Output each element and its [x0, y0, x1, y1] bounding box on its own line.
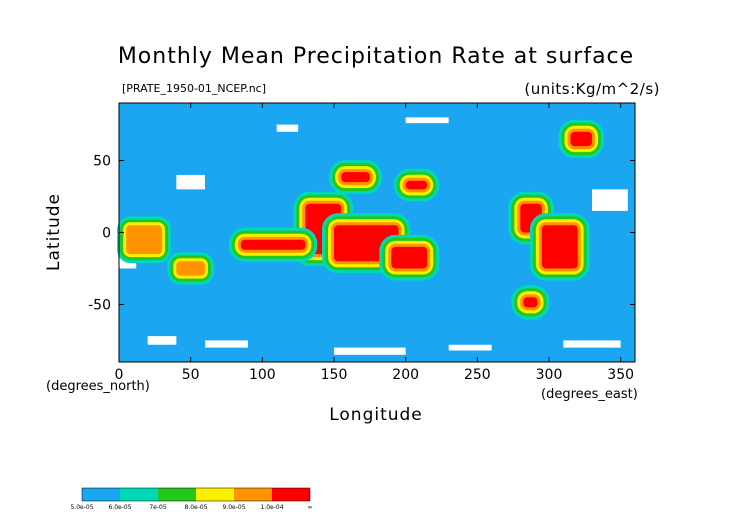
precip-region-level-5 [405, 180, 428, 190]
legend-level-label: 9.0e-05 [222, 504, 246, 511]
legend-swatch [234, 488, 272, 501]
legend-swatch [196, 488, 234, 501]
x-tick-label: 300 [536, 367, 563, 383]
legend-level-label: 7e-05 [149, 504, 167, 511]
chart-subtitle: [PRATE_1950-01_NCEP.nc] [122, 82, 267, 95]
legend-level-label: ∞ [307, 504, 313, 511]
x-tick-label: 100 [249, 367, 276, 383]
legend-swatch [120, 488, 158, 501]
legend-swatch [158, 488, 196, 501]
missing-data-patch [405, 117, 449, 124]
legend-level-label: 6.0e-05 [108, 504, 132, 511]
x-tick-label: 150 [321, 367, 348, 383]
y-tick-label: -50 [88, 297, 111, 313]
axis-layer: 0 50 100 150 200 250 300 350 50 0 -50 [88, 103, 635, 383]
precip-region-level-5 [391, 246, 428, 269]
precip-region-level-5 [541, 225, 578, 269]
x-tick-label: 50 [182, 367, 200, 383]
color-legend [81, 487, 311, 502]
missing-data-patch [563, 340, 621, 348]
legend-level-label: 5.0e-05 [70, 504, 94, 511]
legend-swatch [272, 488, 310, 501]
x-axis-label: Longitude [329, 405, 423, 425]
precip-region-level-5 [240, 239, 306, 250]
legend-level-label: 1.0e-04 [260, 504, 284, 511]
x-tick-label: 350 [607, 367, 634, 383]
missing-data-patch [276, 124, 299, 132]
precip-region-level-4 [176, 261, 205, 276]
legend-frame [81, 487, 311, 502]
missing-data-patch [176, 174, 205, 190]
legend-swatch [82, 488, 120, 501]
legend-level-label: 8.0e-05 [184, 504, 208, 511]
missing-data-patch [147, 336, 177, 345]
x-axis-unit-right: (degrees_east) [541, 387, 638, 402]
precip-region-level-5 [570, 131, 592, 147]
x-tick-label: 200 [392, 367, 419, 383]
missing-data-patch [334, 347, 406, 355]
x-tick-label: 0 [115, 367, 124, 383]
missing-data-patch [205, 340, 248, 348]
missing-data-patch [592, 189, 628, 211]
x-axis-unit-left: (degrees_north) [46, 379, 150, 394]
precip-region-level-4 [126, 225, 162, 255]
chart-units: (units:Kg/m^2/s) [524, 80, 660, 98]
chart-title: Monthly Mean Precipitation Rate at surfa… [117, 44, 635, 69]
y-tick-label: 0 [102, 226, 111, 242]
map-layer [117, 102, 636, 363]
precip-region-level-5 [523, 297, 538, 308]
y-tick-label: 50 [93, 154, 111, 170]
precip-region-level-5 [341, 172, 370, 183]
missing-data-patch [448, 344, 492, 351]
x-tick-label: 250 [464, 367, 491, 383]
